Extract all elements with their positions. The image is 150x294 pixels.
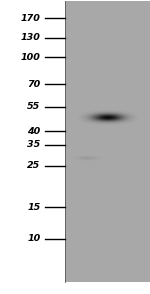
Text: 55: 55 [27,102,40,111]
Bar [65,1,150,282]
Text: 10: 10 [27,234,40,243]
Text: 15: 15 [27,203,40,212]
Text: 100: 100 [21,53,40,61]
Text: 25: 25 [27,161,40,170]
Text: 70: 70 [27,80,40,88]
Text: 170: 170 [21,14,40,23]
Text: 130: 130 [21,33,40,42]
Text: 40: 40 [27,127,40,136]
Text: 35: 35 [27,140,40,149]
